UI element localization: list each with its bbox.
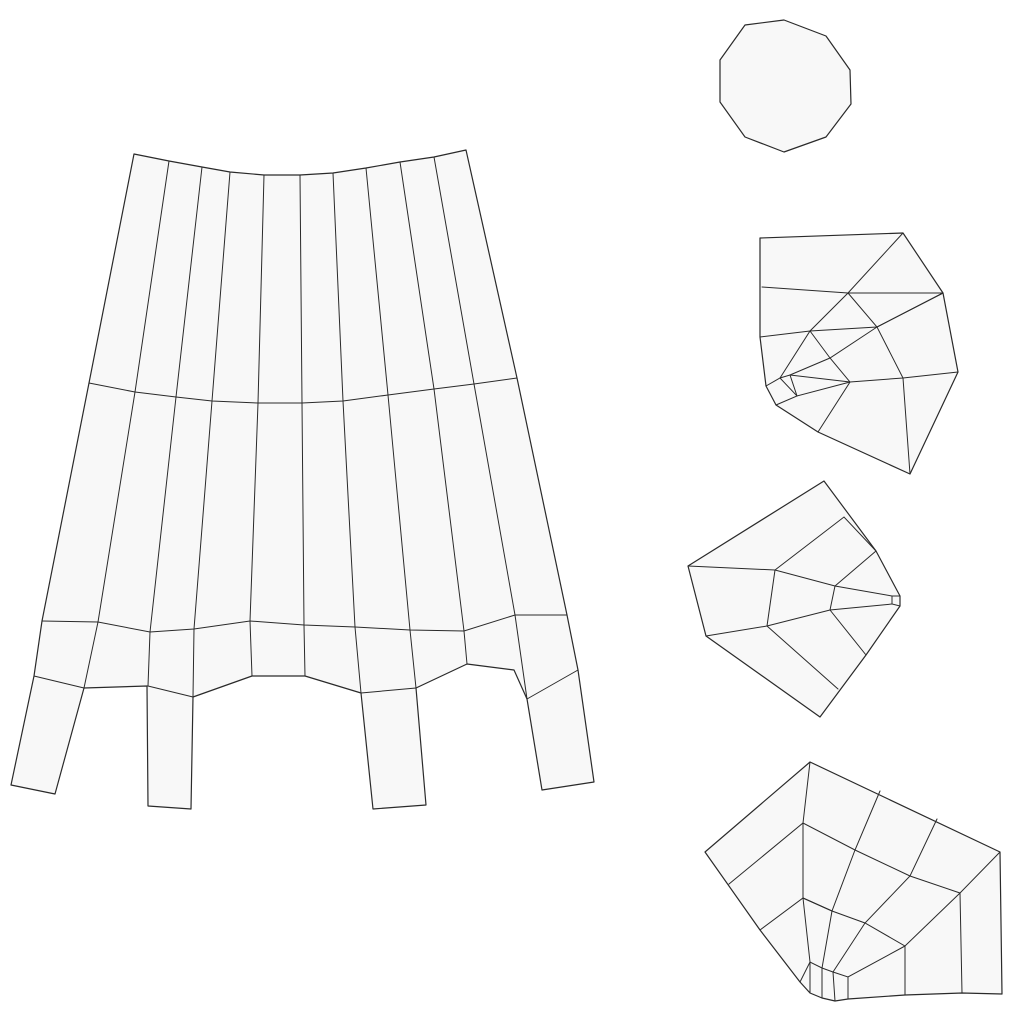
skirt-strip-line bbox=[332, 172, 362, 694]
skirt-strip-line bbox=[299, 174, 306, 677]
fan-lower-spoke bbox=[959, 892, 963, 994]
skirt-strip-line bbox=[249, 174, 265, 677]
fan-upper-ring bbox=[765, 371, 959, 387]
fan-upper-spoke bbox=[809, 330, 851, 433]
fan-lower-outline bbox=[704, 761, 1003, 1002]
fan-middle-ring bbox=[705, 603, 893, 637]
fan-middle-edges bbox=[687, 516, 901, 690]
skirt-tab-line bbox=[147, 685, 194, 698]
skirt-strip-line bbox=[433, 156, 528, 700]
fan-lower-ring bbox=[759, 892, 961, 947]
skirt-strip-line bbox=[399, 161, 468, 665]
fan-island-middle bbox=[687, 480, 901, 718]
fan-lower-edges bbox=[728, 761, 1001, 1002]
skirt-strip-line bbox=[147, 166, 203, 687]
fan-middle-spoke bbox=[891, 595, 901, 607]
skirt-strip-line bbox=[192, 171, 231, 698]
fan-upper-spoke bbox=[779, 377, 851, 397]
fan-island-lower bbox=[704, 761, 1003, 1002]
fan-island-upper bbox=[759, 232, 959, 475]
fan-middle-spoke bbox=[834, 550, 877, 587]
skirt-seam-line bbox=[526, 669, 579, 700]
fan-middle-spoke bbox=[774, 516, 877, 571]
skirt-seam-line bbox=[33, 675, 85, 689]
octagon-cap-island bbox=[719, 19, 852, 153]
skirt-tab-line bbox=[360, 687, 417, 694]
skirt-strip-line bbox=[83, 160, 170, 689]
fan-upper-spoke bbox=[789, 292, 944, 376]
skirt-strip-line bbox=[365, 167, 417, 689]
fan-lower-ring bbox=[728, 822, 1001, 894]
fan-lower-spoke bbox=[802, 897, 833, 912]
skirt-panel-edges bbox=[33, 156, 579, 700]
fan-upper-spoke bbox=[779, 232, 904, 379]
fan-middle-spoke bbox=[766, 625, 839, 690]
fan-middle-ring bbox=[687, 565, 893, 597]
fan-middle-spoke bbox=[829, 609, 867, 656]
octagon-cap-face bbox=[719, 19, 852, 153]
skirt-panel-island bbox=[10, 149, 595, 810]
fan-upper-spoke bbox=[847, 292, 911, 475]
fan-upper-edges bbox=[759, 232, 959, 475]
fan-middle-outline bbox=[687, 480, 901, 718]
fan-middle-spoke bbox=[829, 585, 836, 611]
fan-upper-outline bbox=[759, 232, 959, 475]
fan-lower-spoke bbox=[832, 818, 938, 1002]
fan-middle-spoke bbox=[766, 569, 776, 627]
fan-lower-ring bbox=[799, 945, 906, 983]
